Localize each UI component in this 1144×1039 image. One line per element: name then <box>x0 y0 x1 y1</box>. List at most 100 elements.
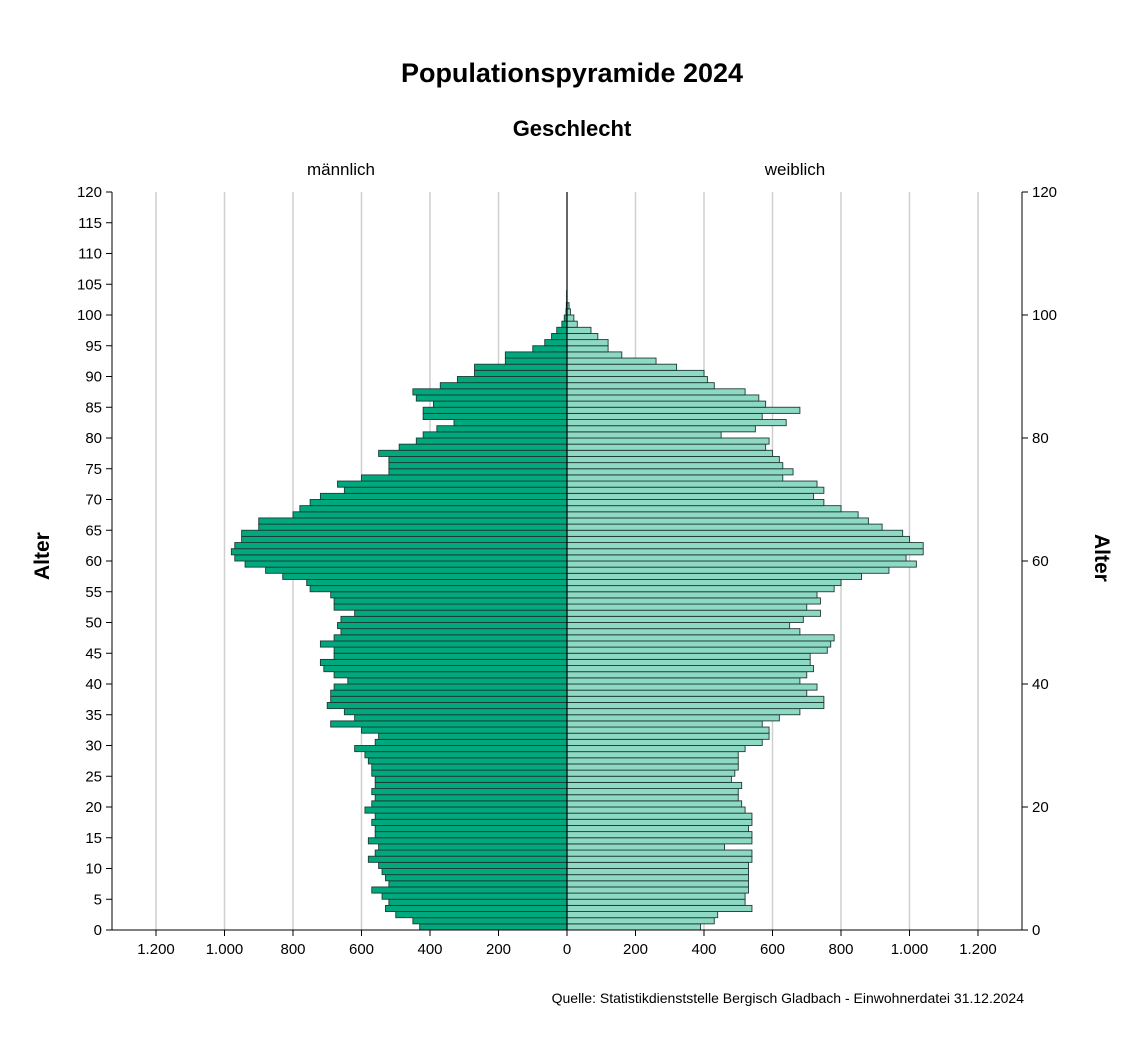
female-bar-age-32 <box>566 726 770 734</box>
male-bar-age-8 <box>385 874 568 882</box>
right-y-tick-label-120: 120 <box>1032 184 1057 201</box>
female-bar-age-48 <box>566 628 801 636</box>
male-bar-age-52 <box>333 603 568 611</box>
male-bar-age-44 <box>333 652 568 660</box>
male-bar-age-43 <box>319 658 568 667</box>
male-bar-age-82 <box>453 419 568 427</box>
male-bar-age-46 <box>319 640 568 648</box>
x-tick-label-male-400: 400 <box>417 941 442 958</box>
x-tick-label-female-400: 400 <box>691 941 716 958</box>
left-y-tick-label-55: 55 <box>85 584 102 601</box>
female-bar-age-10 <box>566 861 749 869</box>
male-bar-age-31 <box>378 732 568 740</box>
male-bar-age-79 <box>415 437 568 445</box>
female-bar-age-61 <box>566 548 924 556</box>
male-bar-age-92 <box>504 357 568 365</box>
female-bar-age-88 <box>566 382 715 390</box>
female-bar-age-91 <box>566 363 678 371</box>
female-bar-age-49 <box>566 622 791 630</box>
female-bar-age-22 <box>566 788 739 796</box>
x-tick-label-male-200: 200 <box>486 941 511 958</box>
male-bar-age-34 <box>354 714 568 722</box>
female-bar-age-43 <box>566 658 811 667</box>
male-bar-age-71 <box>343 486 568 494</box>
male-bar-age-56 <box>306 579 568 587</box>
male-bar-age-39 <box>333 683 568 691</box>
x-tick-label-center-0: 0 <box>563 941 571 958</box>
male-bar-age-87 <box>412 388 568 396</box>
left-y-tick-label-35: 35 <box>85 707 102 724</box>
male-bar-age-26 <box>371 763 568 771</box>
female-bar-age-79 <box>566 437 770 445</box>
male-bar-age-96 <box>551 333 568 341</box>
male-bar-age-16 <box>374 825 568 833</box>
x-tick-label-female-600: 600 <box>760 941 785 958</box>
left-y-tick-label-115: 115 <box>78 215 102 232</box>
male-bar-age-19 <box>364 806 568 814</box>
male-bar-age-77 <box>378 449 568 457</box>
male-bar-age-58 <box>265 566 568 574</box>
female-bar-age-90 <box>566 369 705 377</box>
chart-title: Populationspyramide 2024 <box>400 58 744 88</box>
female-bar-age-31 <box>566 732 770 740</box>
female-bar-age-3 <box>566 904 753 913</box>
female-bar-age-1 <box>566 917 715 925</box>
female-bar-age-58 <box>566 566 890 574</box>
female-bar-age-53 <box>566 597 821 605</box>
male-bar-age-40 <box>347 677 568 685</box>
male-bar-age-48 <box>340 628 568 636</box>
female-bar-age-47 <box>566 634 835 642</box>
female-bar-age-35 <box>566 708 801 716</box>
left-y-tick-label-100: 100 <box>77 307 102 324</box>
left-y-tick-label-5: 5 <box>94 891 102 908</box>
female-bar-age-30 <box>566 738 763 746</box>
female-bar-age-87 <box>566 388 746 396</box>
female-bar-age-5 <box>566 892 746 900</box>
female-bar-age-21 <box>566 794 739 802</box>
female-bar-age-55 <box>566 585 835 593</box>
male-bar-age-47 <box>333 634 568 642</box>
right-y-tick-label-100: 100 <box>1032 307 1057 324</box>
female-bar-age-41 <box>566 671 808 679</box>
female-bar-age-64 <box>566 529 904 537</box>
female-bar-age-66 <box>566 517 869 525</box>
female-bar-age-33 <box>566 720 763 728</box>
left-y-tick-label-15: 15 <box>85 830 102 847</box>
female-bar-age-23 <box>566 781 743 790</box>
male-bar-age-21 <box>374 794 568 802</box>
female-bar-age-12 <box>566 849 753 857</box>
male-bar-age-88 <box>439 382 568 390</box>
male-bar-age-49 <box>337 622 568 630</box>
female-bar-age-52 <box>566 603 808 611</box>
male-bar-age-6 <box>371 886 568 894</box>
male-bar-age-10 <box>378 861 568 869</box>
female-bar-age-65 <box>566 523 883 531</box>
female-bar-age-8 <box>566 874 749 882</box>
female-bar-age-59 <box>566 560 917 568</box>
male-bar-age-15 <box>374 831 568 839</box>
female-bar-age-17 <box>566 818 753 826</box>
male-bar-age-97 <box>556 326 568 334</box>
female-bar-age-93 <box>566 351 623 359</box>
male-bar-age-37 <box>330 695 568 703</box>
female-bar-age-95 <box>566 339 609 347</box>
female-bar-age-73 <box>566 474 784 482</box>
male-bar-age-33 <box>330 720 568 728</box>
male-bar-age-9 <box>381 868 568 876</box>
female-bar-age-26 <box>566 763 739 771</box>
female-bar-age-94 <box>566 345 609 353</box>
male-bar-age-7 <box>388 880 568 888</box>
left-y-tick-label-10: 10 <box>85 861 102 878</box>
source-note: Quelle: Statistikdienststelle Bergisch G… <box>551 990 1024 1006</box>
female-bar-age-50 <box>566 615 804 623</box>
male-bar-age-1 <box>412 917 568 925</box>
female-bar-age-80 <box>566 431 722 439</box>
male-bar-age-64 <box>241 529 568 537</box>
female-bar-age-70 <box>566 492 815 500</box>
male-bar-age-2 <box>395 911 568 919</box>
male-bar-age-90 <box>474 369 568 377</box>
male-bar-age-84 <box>422 406 568 414</box>
male-bar-age-62 <box>234 542 568 550</box>
left-y-tick-label-70: 70 <box>85 492 102 509</box>
male-bar-age-30 <box>374 738 568 746</box>
